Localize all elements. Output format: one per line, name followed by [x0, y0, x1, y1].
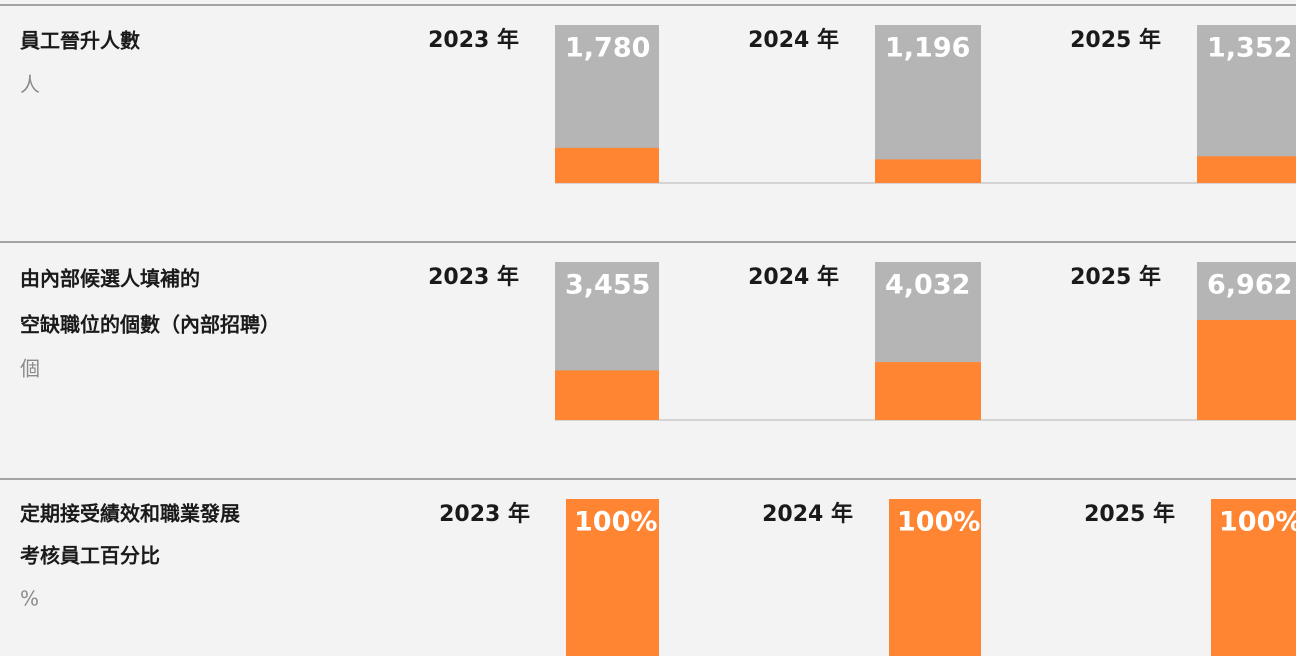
year-label: 2024 年: [748, 264, 839, 290]
bar: [1197, 320, 1296, 420]
year-label: 2025 年: [1070, 264, 1161, 290]
bar: [566, 499, 659, 656]
bar: [875, 362, 981, 420]
year-label: 2024 年: [748, 27, 839, 53]
year-label: 2023 年: [428, 264, 519, 290]
year-label: 2024 年: [762, 501, 853, 527]
value-label: 100%: [897, 507, 980, 538]
row-title: 員工晉升人數: [19, 29, 140, 53]
year-label: 2023 年: [428, 27, 519, 53]
bar: [1197, 156, 1296, 183]
bar: [1211, 499, 1296, 656]
row-title: 考核員工百分比: [20, 544, 160, 568]
bar: [875, 159, 981, 183]
value-label: 4,032: [885, 270, 970, 301]
value-label: 3,455: [565, 270, 650, 301]
year-label: 2025 年: [1084, 501, 1175, 527]
row-title: 由內部候選人填補的: [20, 267, 200, 291]
value-label: 1,196: [885, 33, 970, 64]
bar: [555, 147, 659, 183]
bar: [555, 370, 659, 420]
value-label: 6,962: [1207, 270, 1292, 301]
row-unit: %: [20, 587, 39, 611]
bar-track: [875, 25, 981, 183]
value-label: 100%: [574, 507, 657, 538]
value-label: 1,352: [1207, 33, 1292, 64]
row-unit: 人: [20, 73, 40, 97]
row-title: 定期接受績效和職業發展: [20, 502, 240, 526]
bar: [889, 499, 981, 656]
value-label: 1,780: [565, 33, 650, 64]
row-title: 空缺職位的個數（內部招聘）: [20, 313, 280, 337]
value-label: 100%: [1219, 507, 1296, 538]
row-unit: 個: [20, 357, 40, 381]
year-label: 2025 年: [1070, 27, 1161, 53]
year-label: 2023 年: [439, 501, 530, 527]
